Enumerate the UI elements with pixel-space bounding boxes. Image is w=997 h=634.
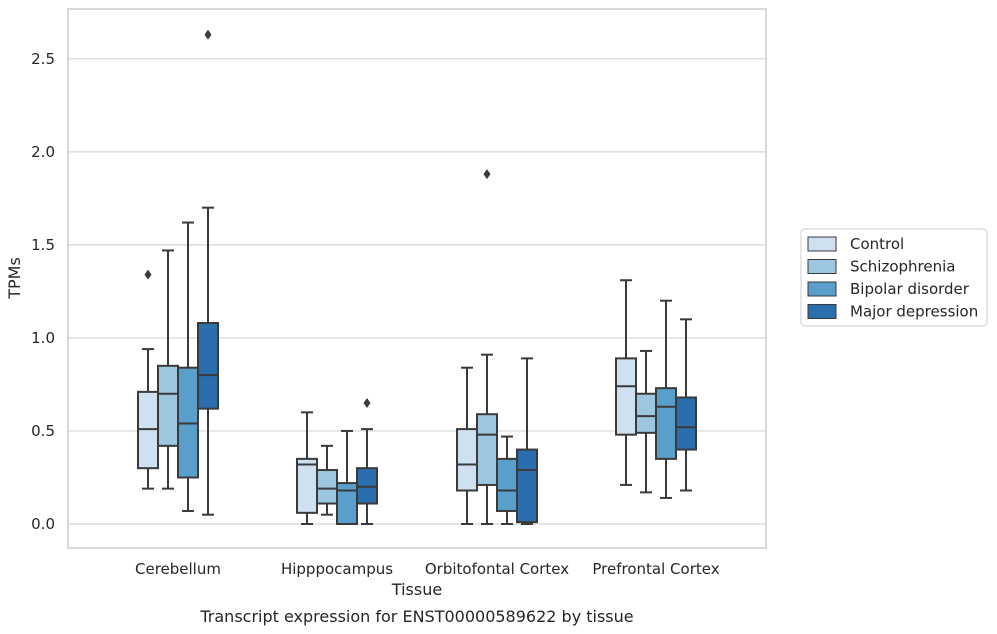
y-tick-label: 0.5 bbox=[31, 422, 55, 440]
box-control bbox=[456, 366, 478, 525]
legend-label: Schizophrenia bbox=[850, 258, 955, 276]
x-axis-ticks: Cerebellum Hipppocampus Orbitofontal Corte… bbox=[135, 560, 720, 578]
y-tick-label: 1.0 bbox=[31, 329, 55, 347]
iqr-box bbox=[496, 457, 518, 512]
iqr-box bbox=[296, 457, 318, 514]
outlier-point bbox=[144, 269, 152, 280]
iqr-box bbox=[456, 428, 478, 492]
x-axis-label: Tissue bbox=[391, 580, 442, 599]
box-control bbox=[615, 279, 637, 486]
y-tick-label: 0.0 bbox=[31, 515, 55, 533]
box-control bbox=[296, 411, 318, 525]
outlier-point bbox=[363, 398, 371, 409]
legend-label: Bipolar disorder bbox=[850, 280, 970, 298]
x-tick-label: Orbitofontal Cortex bbox=[425, 560, 569, 578]
y-axis-label: TPMs bbox=[5, 257, 24, 300]
y-axis-ticks: 0.0 0.5 1.0 1.5 2.0 2.5 bbox=[31, 50, 55, 533]
box-schizophrenia bbox=[476, 169, 498, 525]
y-tick-label: 2.0 bbox=[31, 143, 55, 161]
iqr-box bbox=[197, 322, 219, 410]
x-tick-label: Hipppocampus bbox=[281, 560, 393, 578]
legend-label: Control bbox=[850, 235, 904, 253]
box-control bbox=[137, 269, 159, 490]
box-schizophrenia bbox=[157, 249, 179, 490]
iqr-box bbox=[635, 392, 657, 434]
plot-area-frame bbox=[67, 8, 767, 549]
legend-swatch bbox=[807, 304, 837, 319]
box-schizophrenia bbox=[316, 444, 338, 516]
y-tick-label: 1.5 bbox=[31, 236, 55, 254]
box-bipolar-disorder bbox=[336, 429, 358, 526]
box-major-depression bbox=[675, 318, 697, 492]
iqr-box bbox=[655, 387, 677, 460]
legend-swatch bbox=[807, 259, 837, 274]
iqr-box bbox=[615, 357, 637, 436]
outlier-point bbox=[483, 169, 491, 180]
iqr-box bbox=[675, 396, 697, 451]
chart-caption: Transcript expression for ENST0000058962… bbox=[199, 607, 633, 626]
iqr-box bbox=[336, 482, 358, 526]
iqr-box bbox=[476, 413, 498, 486]
x-tick-label: Prefrontal Cortex bbox=[592, 560, 719, 578]
box-bipolar-disorder bbox=[177, 221, 199, 512]
iqr-box bbox=[516, 448, 538, 524]
box-major-depression bbox=[516, 357, 538, 525]
legend-swatch bbox=[807, 281, 837, 297]
legend: Control Schizophrenia Bipolar disorder Majo… bbox=[800, 228, 988, 327]
y-tick-label: 2.5 bbox=[31, 50, 55, 68]
box-major-depression bbox=[197, 29, 219, 516]
x-tick-label: Cerebellum bbox=[135, 560, 221, 578]
box-bipolar-disorder bbox=[655, 299, 677, 499]
box-bipolar-disorder bbox=[496, 435, 518, 525]
legend-label: Major depression bbox=[850, 303, 978, 321]
legend-frame bbox=[800, 228, 988, 327]
boxes bbox=[137, 29, 697, 526]
box-major-depression bbox=[356, 398, 378, 525]
legend-swatch bbox=[807, 236, 837, 252]
box-schizophrenia bbox=[635, 349, 657, 494]
iqr-box bbox=[157, 364, 179, 447]
iqr-box bbox=[316, 469, 338, 505]
outlier-point bbox=[204, 29, 212, 40]
